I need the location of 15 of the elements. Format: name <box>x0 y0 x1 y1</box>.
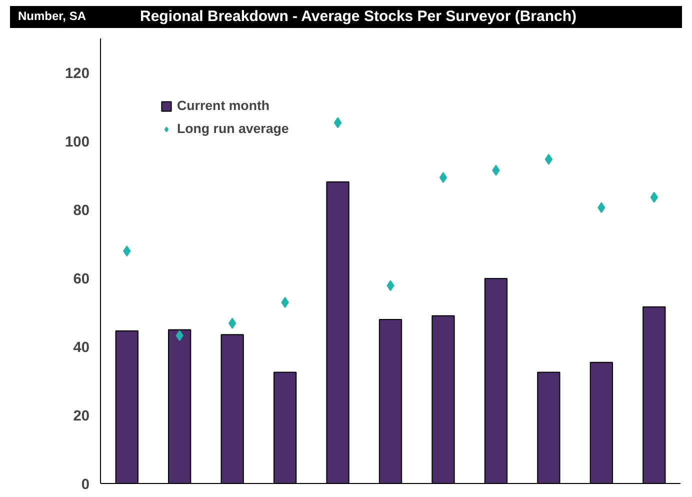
legend-label: Long run average <box>177 121 289 136</box>
y-tick-label: 40 <box>73 340 90 356</box>
y-axis-title: Number, SA <box>17 8 88 26</box>
point <box>544 154 553 165</box>
chart-title: Regional Breakdown - Average Stocks Per Surveyor (Branch) <box>140 7 577 28</box>
legend-label: Current month <box>177 98 270 113</box>
point <box>228 318 236 329</box>
y-tick-label: 80 <box>73 203 90 220</box>
y-tick-label: 0 <box>81 477 90 493</box>
y-tick-label: 20 <box>73 408 90 425</box>
y-tick-label: 120 <box>65 66 90 82</box>
y-tick-label: 60 <box>73 272 90 288</box>
point <box>439 172 448 183</box>
y-tick-label: 100 <box>65 134 90 151</box>
point <box>334 117 342 128</box>
